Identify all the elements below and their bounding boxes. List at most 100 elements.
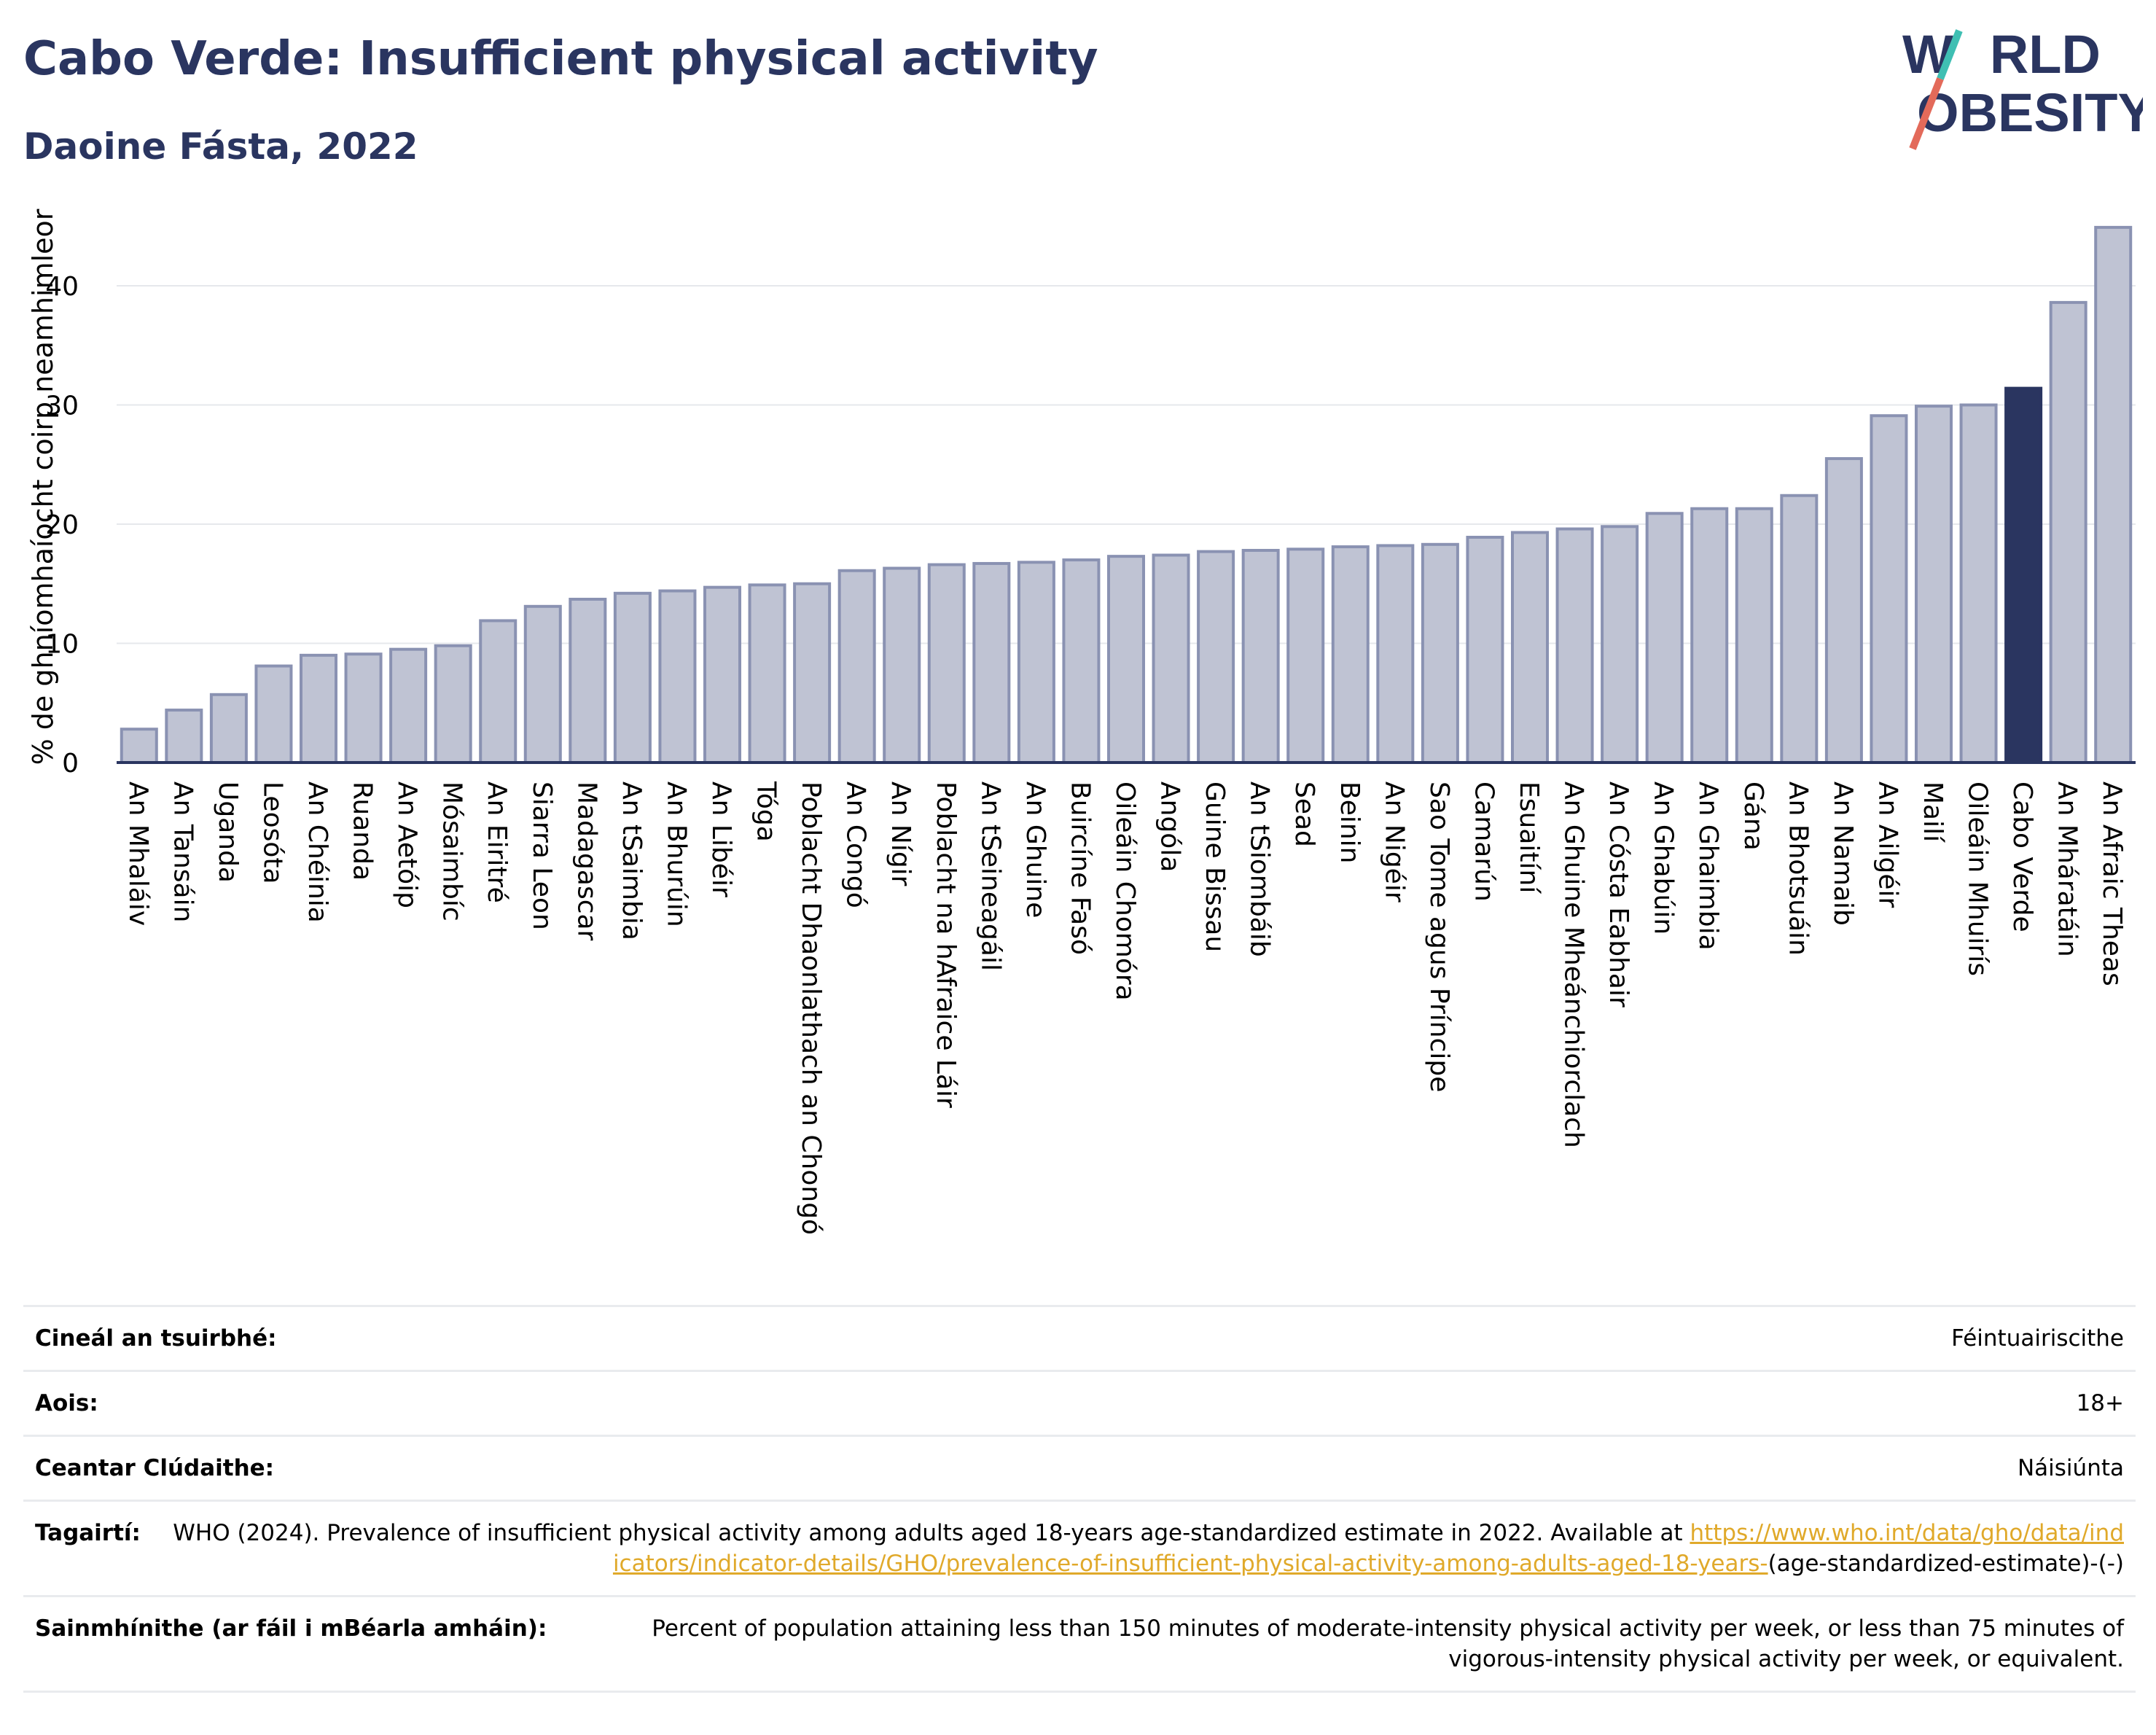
bar [165,709,203,764]
x-tick-label: Ruanda [348,781,378,881]
definition-value: Percent of population attaining less tha… [652,1615,2124,1672]
x-tick-label: Guine Bissau [1200,781,1230,952]
bar-chart: 0 10 20 30 40 An Mhaláiv An Tansáin Uganda Leosó… [27,208,2136,1235]
bar [344,652,383,765]
x-tick-label: An Chéinia [302,781,332,923]
x-tick-label: An Ailgéir [1872,781,1902,908]
x-tick-label: Beinin [1335,781,1364,863]
bar [972,561,1011,765]
x-tick-label: An Ghuine [1020,781,1050,918]
bar [658,589,697,764]
bar [569,598,607,764]
bar [1735,507,1773,764]
meta-label: Tagairtí: [35,1520,141,1546]
x-tick-label: An Congó [841,781,871,908]
bar [1870,414,1908,765]
chart-title: Cabo Verde: Insufficient physical activi… [23,32,1098,86]
x-tick-label: Sao Tome agus Príncipe [1424,781,1454,1092]
x-tick-label: Madagascar [571,781,601,941]
meta-value: Féintuairiscithe [1951,1325,2124,1352]
x-tick-label: Oileáin Mhuirís [1963,781,1993,976]
bar [1241,548,1280,764]
x-tick-label: Poblacht Dhaonlathach an Chongó [796,781,826,1235]
bar [2004,386,2043,764]
bar [793,582,832,764]
meta-row-definition: Sainmhínithe (ar fáil i mBéarla amháin):… [23,1595,2136,1693]
x-tick-label: An Nigéir [1379,781,1409,902]
x-tick-label: An Mháratáin [2053,781,2082,957]
bar [1466,535,1504,764]
meta-label: Ceantar Clúdaithe: [35,1455,275,1481]
meta-label: Cineál an tsuirbhé: [35,1325,277,1352]
x-tick-label: An Namaib [1828,781,1858,926]
x-tick-label: An Mhaláiv [123,781,153,926]
bar [1959,403,1998,764]
y-axis-label: % de ghníomhaíocht coirp neamhimleor [27,208,59,765]
metadata-table: Cineál an tsuirbhé: Féintuairiscithe Aoi… [23,1305,2136,1693]
bar [1510,531,1550,764]
references-text: WHO (2024). Prevalence of insufficient p… [173,1520,1683,1546]
meta-row-age: Aois: 18+ [23,1370,2136,1435]
references-value: WHO (2024). Prevalence of insufficient p… [170,1518,2124,1579]
x-tick-label: An Libéir [706,781,736,897]
bar [1197,550,1235,764]
bar [1914,405,1953,764]
bar [1017,561,1055,764]
x-tick-label: An Cósta Eabhair [1604,781,1633,1007]
bar [1780,494,1819,764]
references-link[interactable]: https://www.who.int/data/gho/data/indica… [612,1520,2124,1577]
bar [1555,527,1594,764]
bar [209,693,248,764]
meta-value: 18+ [2076,1390,2124,1416]
x-tick-label: Mailí [1918,781,1948,843]
bar [1152,553,1190,764]
x-tick-label: An Ghabúin [1649,781,1679,935]
bar [1645,512,1684,764]
bar [883,566,921,764]
x-tick-label: Tóga [751,781,781,842]
meta-label: Aois: [35,1390,98,1416]
x-tick-label: Leosóta [257,781,287,884]
x-tick-label: Esuaitíní [1514,781,1544,894]
bar [479,619,517,764]
bar [1106,555,1146,765]
x-tick-label: Siarra Leon [527,781,557,930]
x-tick-label: An Tansáin [168,781,198,922]
x-tick-label: Mósaimbíc [437,781,467,921]
bars [120,225,2133,765]
bar [523,604,562,764]
axes: 0 10 20 30 40 An Mhaláiv An Tansáin Uganda Leosó… [45,272,2136,1235]
bar [927,563,966,765]
bar [120,728,158,764]
meta-label: Sainmhínithe (ar fáil i mBéarla amháin): [35,1615,547,1642]
x-tick-label: An Bhurúin [661,781,691,927]
bar [703,585,742,765]
chart-subtitle: Daoine Fásta, 2022 [23,125,418,168]
y-tick-label: 20 [45,510,79,540]
meta-row-area: Ceantar Clúdaithe: Náisiúnta [23,1435,2136,1500]
references-suffix: (age-standardized-estimate)-(-) [1768,1551,2124,1577]
x-tick-label: An tSiombáib [1245,781,1275,957]
bar [299,653,338,764]
bar [837,569,876,764]
x-tick-label: An Nígir [886,781,915,886]
world-obesity-logo: W RLD OBESITY [1902,24,2143,150]
y-tick-label: 10 [45,630,79,660]
x-tick-label: Angóla [1155,781,1185,872]
x-tick-label: An tSaimbia [617,781,647,940]
bar [1601,525,1639,765]
bar [1331,545,1370,764]
bar [1824,457,1863,764]
x-tick-label: An Bhotsuáin [1783,781,1813,956]
x-tick-label: Uganda [213,781,243,883]
y-tick-label: 0 [62,749,79,779]
bar [1286,547,1325,765]
bar [1376,544,1415,764]
x-tick-label: Gána [1738,781,1768,851]
meta-row-references: Tagairtí: WHO (2024). Prevalence of insu… [23,1500,2136,1595]
y-tick-label: 40 [45,272,79,302]
x-tick-label: An Eiritré [482,781,512,903]
meta-value: Náisiúnta [2017,1455,2124,1481]
bar [254,664,293,764]
